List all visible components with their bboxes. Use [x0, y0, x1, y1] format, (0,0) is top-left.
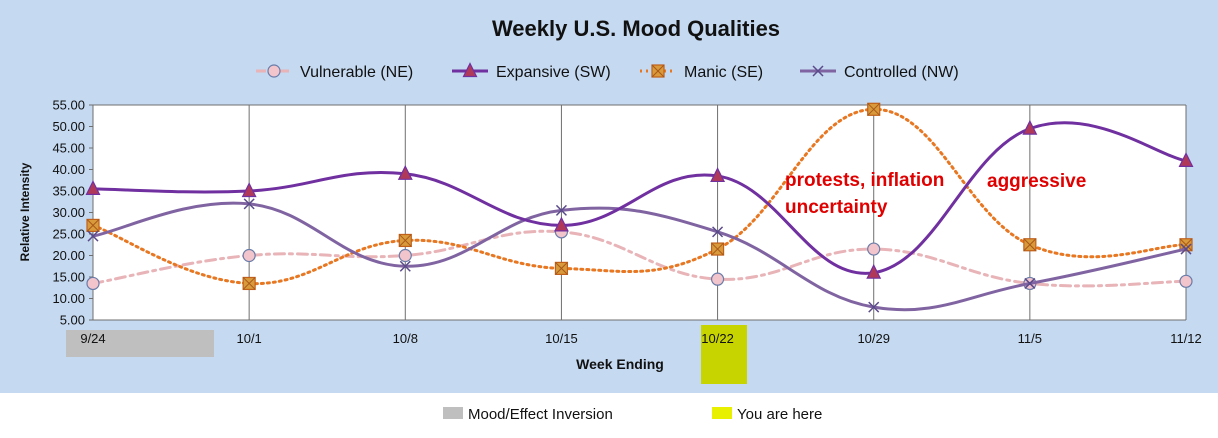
y-axis-title: Relative Intensity	[18, 162, 32, 261]
y-tick-label: 55.00	[52, 98, 85, 113]
key-swatch	[712, 407, 732, 419]
data-point-controlled	[243, 198, 255, 210]
data-point-manic	[1179, 238, 1193, 252]
legend-label: Expansive (SW)	[496, 64, 611, 81]
legend-item-vulnerable: Vulnerable (NE)	[256, 64, 413, 81]
key-label: You are here	[737, 406, 822, 423]
legend-item-manic: Manic (SE)	[640, 64, 763, 81]
data-point-manic	[398, 233, 412, 248]
series-line-vulnerable	[91, 229, 1188, 288]
data-point-expansive	[1022, 119, 1038, 135]
legend-marker	[651, 64, 665, 78]
x-tick-label: 11/5	[1018, 331, 1042, 346]
data-point-vulnerable	[86, 276, 100, 291]
data-point-manic	[710, 242, 725, 256]
y-tick-label: 10.00	[52, 291, 85, 306]
highlight-current-week	[701, 325, 747, 384]
data-point-expansive	[397, 164, 413, 180]
legend-label: Manic (SE)	[684, 64, 763, 81]
data-point-controlled	[87, 230, 99, 242]
series-line-expansive	[91, 121, 1188, 275]
x-tick-label: 10/22	[701, 331, 734, 346]
x-tick-label: 10/29	[857, 331, 890, 346]
annotation-text: protests, inflation	[785, 170, 944, 191]
data-point-manic	[242, 276, 256, 291]
legend-item-controlled: Controlled (NW)	[800, 64, 959, 81]
data-point-controlled	[712, 226, 724, 238]
data-point-controlled	[555, 204, 567, 216]
y-tick-label: 40.00	[52, 162, 85, 177]
legend-label: Controlled (NW)	[844, 64, 959, 81]
series-layer	[85, 102, 1194, 313]
data-point-manic	[554, 261, 569, 275]
annotations: protests, inflation uncertainty aggressive	[785, 170, 1086, 218]
data-point-controlled	[1024, 277, 1036, 289]
data-point-expansive	[241, 182, 257, 198]
data-point-vulnerable	[242, 248, 256, 263]
data-point-vulnerable	[710, 272, 725, 286]
data-point-vulnerable	[398, 248, 412, 263]
x-tick-label: 10/15	[545, 331, 578, 346]
x-tick-label: 10/8	[393, 331, 418, 346]
y-tick-label: 50.00	[52, 119, 85, 134]
data-point-vulnerable	[867, 242, 881, 256]
series-line-manic	[91, 107, 1188, 285]
data-point-controlled	[868, 301, 880, 313]
x-axis: 9/24 10/1 10/8 10/15 10/22 10/29 11/5 11/12	[80, 331, 1201, 346]
data-point-controlled	[1180, 243, 1192, 255]
footer-background	[0, 393, 1218, 438]
category-highlights	[66, 325, 747, 384]
y-tick-label: 35.00	[52, 184, 85, 199]
data-point-expansive	[866, 263, 882, 279]
series-manic	[86, 102, 1193, 291]
data-point-controlled	[399, 260, 411, 272]
legend-marker	[462, 62, 478, 78]
x-tick-label: 9/24	[80, 331, 105, 346]
annotation-text: uncertainty	[785, 197, 888, 218]
legend-item-expansive: Expansive (SW)	[452, 62, 611, 81]
annotation-text: aggressive	[987, 171, 1086, 192]
y-axis: 5.00 10.00 15.00 20.00 25.00 30.00 35.00 40.00 4…	[52, 98, 93, 328]
x-tick-label: 11/12	[1170, 331, 1202, 346]
y-tick-label: 5.00	[60, 313, 85, 328]
chart-title: Weekly U.S. Mood Qualities	[492, 16, 780, 41]
legend-marker	[267, 64, 281, 78]
gridlines	[92, 104, 1187, 321]
series-line-controlled	[91, 201, 1188, 312]
key-swatch	[443, 407, 463, 419]
data-point-expansive	[553, 216, 569, 232]
y-tick-label: 30.00	[52, 205, 85, 220]
data-point-manic	[86, 218, 100, 232]
series-controlled	[87, 198, 1192, 313]
key-item-inversion: Mood/Effect Inversion	[443, 406, 613, 423]
data-point-expansive	[85, 180, 101, 195]
highlight-key: Mood/Effect Inversion You are here	[443, 406, 822, 423]
x-tick-label: 10/1	[236, 331, 261, 346]
highlight-inversion	[66, 330, 214, 357]
data-point-expansive	[710, 167, 726, 183]
legend-marker	[812, 65, 824, 77]
key-label: Mood/Effect Inversion	[468, 406, 613, 423]
y-tick-label: 15.00	[52, 270, 85, 285]
data-point-vulnerable	[1179, 274, 1193, 288]
y-tick-label: 20.00	[52, 248, 85, 263]
key-item-you-are-here: You are here	[712, 406, 822, 423]
data-point-manic	[867, 102, 881, 116]
y-tick-label: 45.00	[52, 141, 85, 156]
data-point-expansive	[1178, 152, 1194, 167]
data-point-manic	[1023, 238, 1037, 252]
x-axis-title: Week Ending	[576, 356, 664, 372]
legend: Vulnerable (NE) Expansive (SW) Manic (SE) C…	[256, 62, 959, 81]
y-tick-label: 25.00	[52, 227, 85, 242]
series-expansive	[85, 119, 1194, 279]
legend-label: Vulnerable (NE)	[300, 64, 413, 81]
